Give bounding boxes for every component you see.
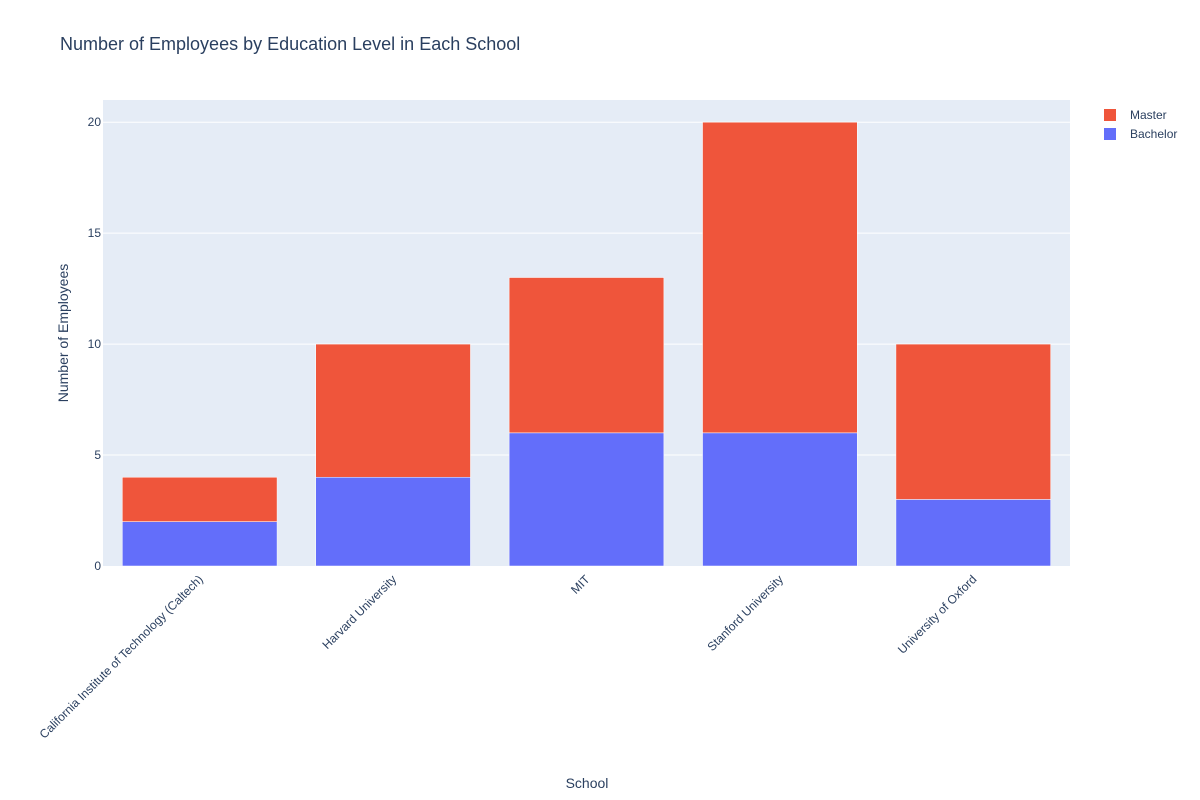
x-axis-title: School <box>566 775 609 791</box>
y-tick-label: 5 <box>94 448 101 462</box>
chart-title: Number of Employees by Education Level i… <box>60 34 520 54</box>
y-axis-title: Number of Employees <box>55 264 71 403</box>
bar-bachelor-1 <box>315 476 471 567</box>
y-tick-label: 0 <box>94 559 101 573</box>
bar-bachelor-2 <box>508 432 665 567</box>
bar-master-4 <box>895 343 1051 500</box>
y-tick-label: 15 <box>88 226 102 240</box>
bar-master-1 <box>315 343 471 478</box>
bar-master-3 <box>702 121 858 434</box>
y-tick-label: 10 <box>88 337 102 351</box>
legend-swatch-bachelor[interactable] <box>1104 128 1116 140</box>
y-axis-ticks: 0 5 10 15 20 <box>88 115 102 573</box>
bar-master-0 <box>122 476 278 522</box>
legend: Master Bachelor <box>1104 108 1177 141</box>
legend-swatch-master[interactable] <box>1104 109 1116 121</box>
legend-label-bachelor[interactable]: Bachelor <box>1130 127 1177 141</box>
bar-bachelor-3 <box>702 432 858 567</box>
bar-master-2 <box>508 277 665 434</box>
bars <box>122 121 1051 567</box>
bar-bachelor-0 <box>122 521 278 567</box>
legend-label-master[interactable]: Master <box>1130 108 1167 122</box>
bar-bachelor-4 <box>895 499 1051 567</box>
y-tick-label: 20 <box>88 115 102 129</box>
